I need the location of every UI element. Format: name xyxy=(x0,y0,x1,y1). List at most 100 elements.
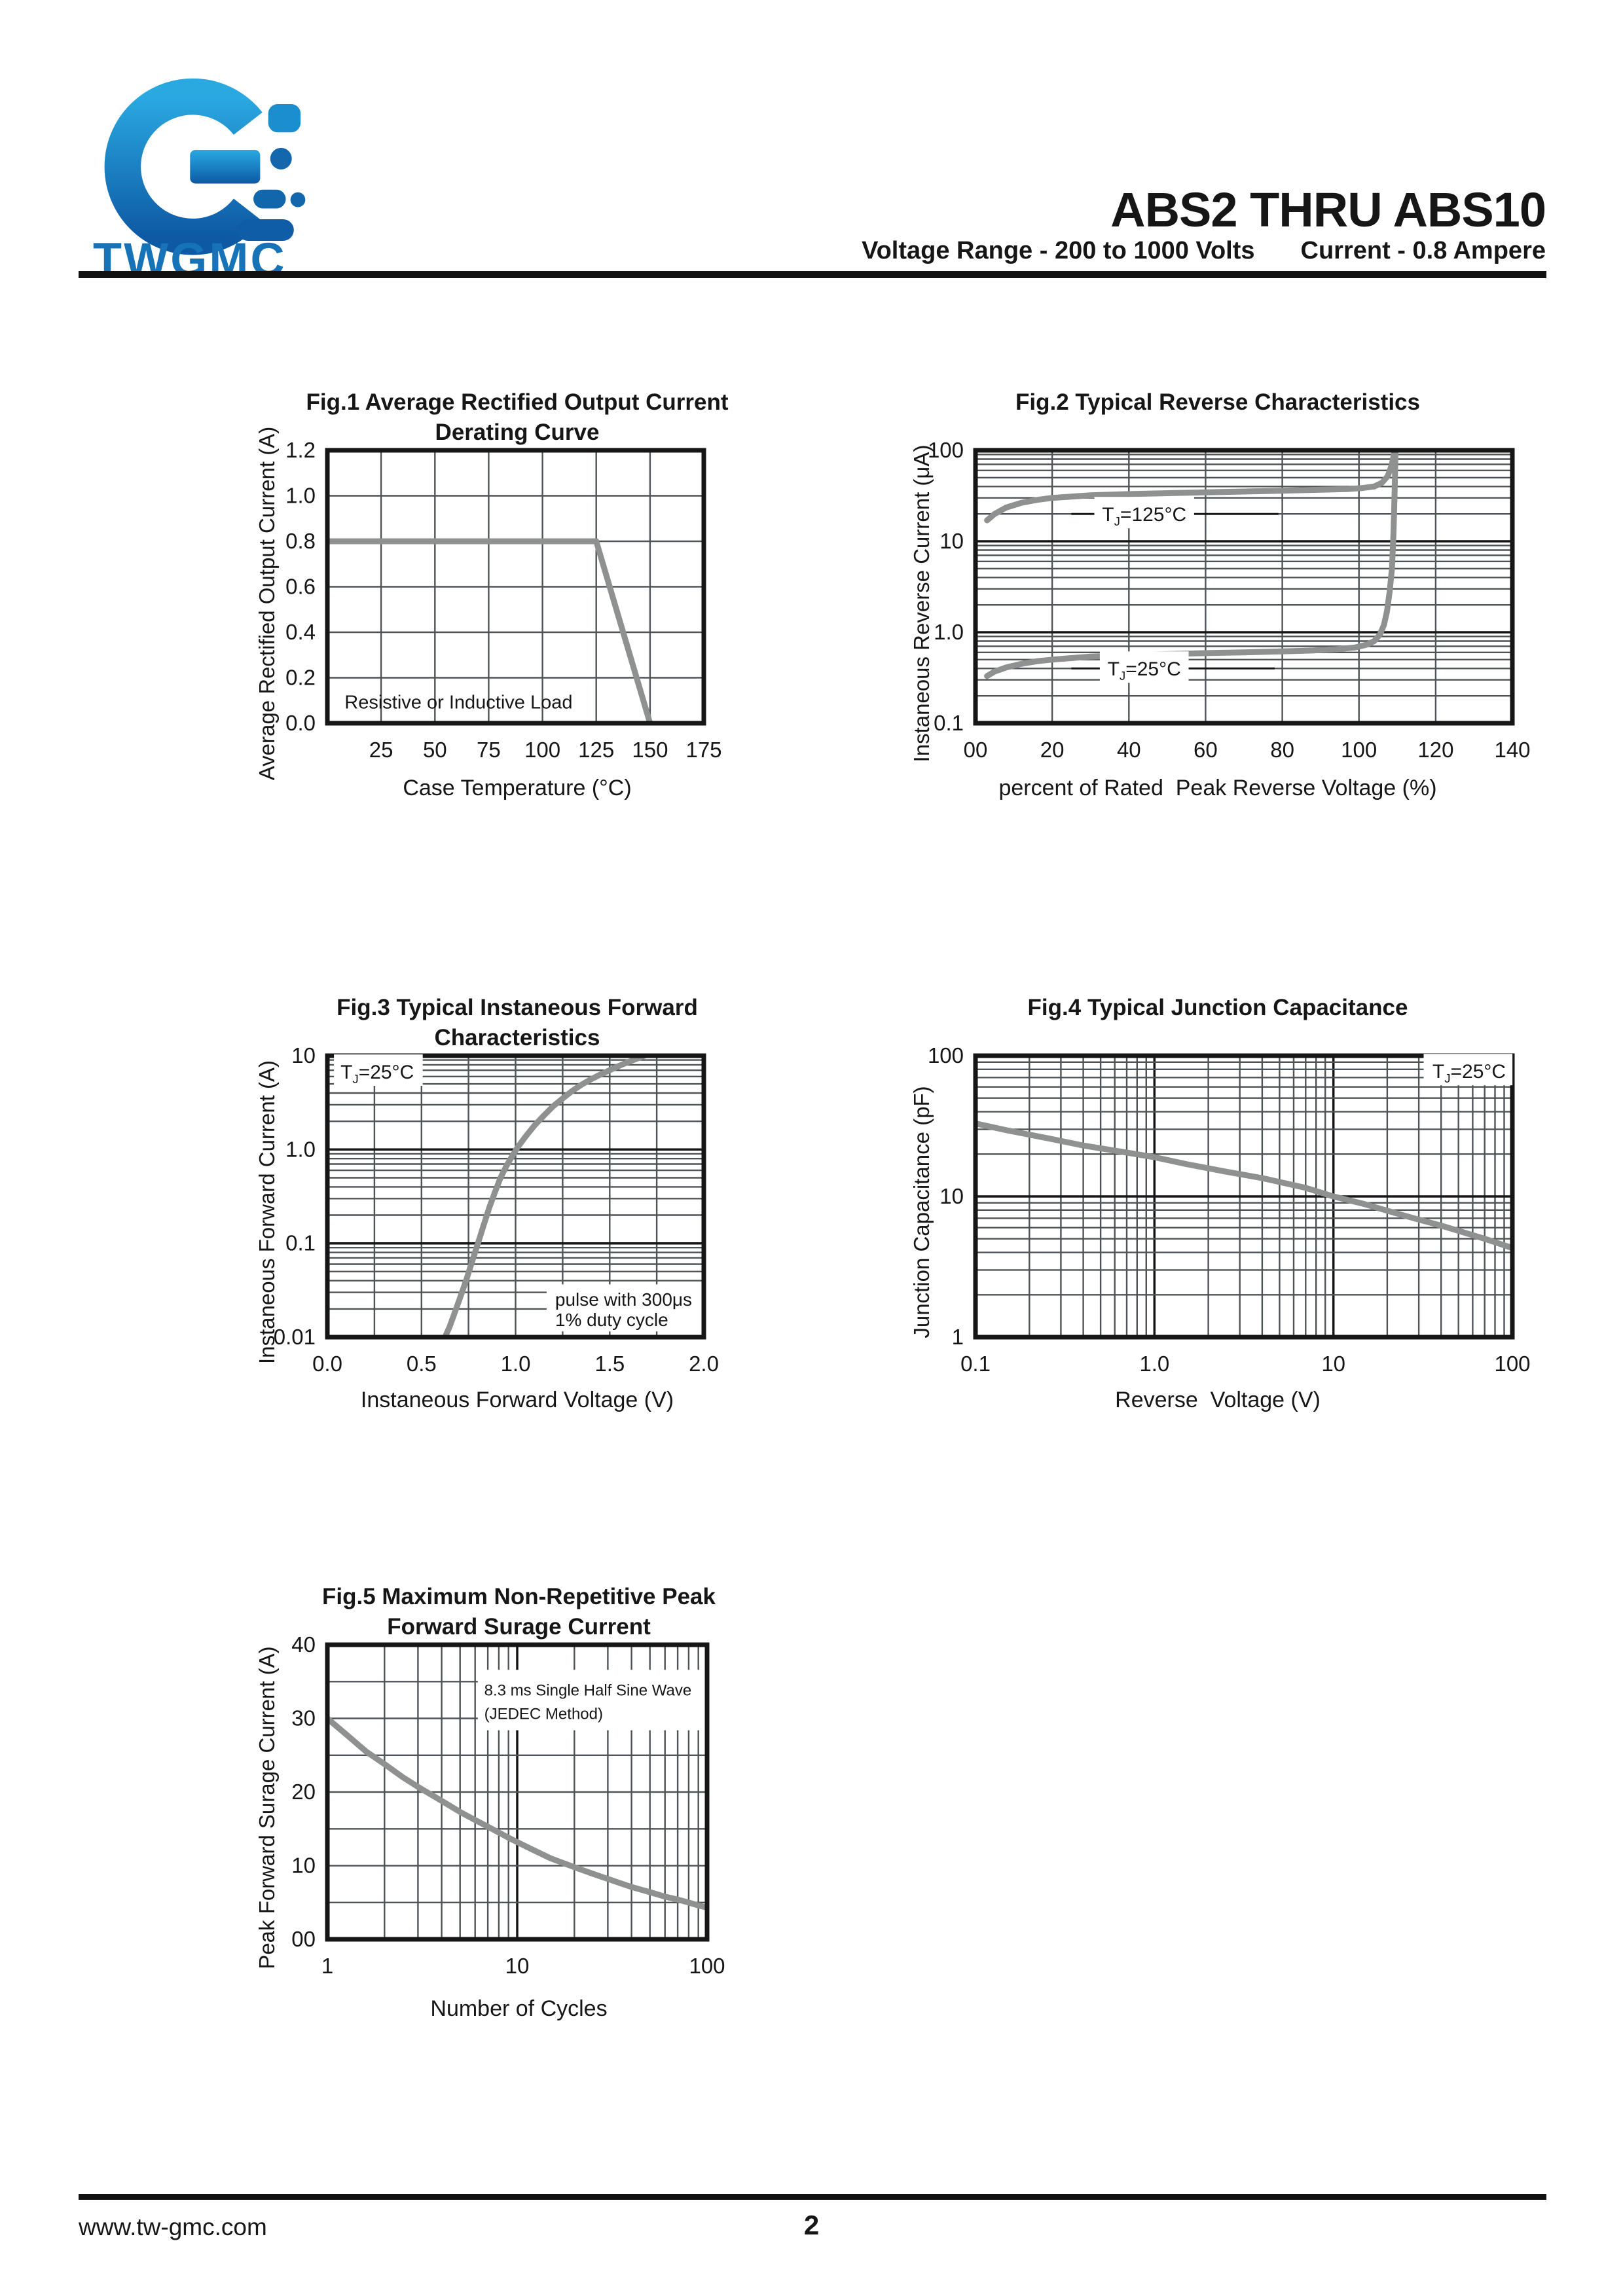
x-tick-label: 75 xyxy=(477,738,501,762)
y-tick-label: 1.0 xyxy=(934,620,964,644)
y-tick-label: 0.6 xyxy=(285,575,316,599)
x-tick-label: 25 xyxy=(369,738,393,762)
annotation-bg xyxy=(1423,1054,1513,1086)
x-tick-label: 125 xyxy=(578,738,614,762)
fig2-title: Fig.2 Typical Reverse Characteristics xyxy=(1015,389,1420,415)
x-tick-label: 2.0 xyxy=(689,1352,719,1376)
curve-tj-25c xyxy=(984,450,1399,679)
annotation-text: 8.3 ms Single Half Sine Wave xyxy=(484,1681,692,1699)
y-tick-label: 30 xyxy=(291,1706,316,1731)
fig3-title: Fig.3 Typical Instaneous Forward Characte… xyxy=(337,995,698,1050)
logo-dash-top xyxy=(268,103,301,133)
x-tick-label: 150 xyxy=(632,738,668,762)
logo-dot-1 xyxy=(270,147,292,170)
figure-1: Fig.1 Average Rectified Output Current De… xyxy=(242,380,792,831)
annotation-text: Resistive or Inductive Load xyxy=(344,692,572,713)
fig1-x-axis-label: Case Temperature (°C) xyxy=(403,776,632,800)
annotation-bg xyxy=(1099,651,1189,683)
y-tick-label: 1.0 xyxy=(285,1137,316,1161)
fig3-x-axis-label: Instaneous Forward Voltage (V) xyxy=(360,1388,674,1412)
curve-surge-current xyxy=(327,1715,707,1911)
fig5-x-axis-label: Number of Cycles xyxy=(430,1996,608,2021)
x-tick-label: 80 xyxy=(1270,738,1294,762)
y-tick-label: 0.2 xyxy=(285,666,316,690)
fig1-grid xyxy=(327,450,704,723)
fig5-border xyxy=(325,1642,710,1942)
annotation-bg xyxy=(1094,497,1194,529)
curve-forward-characteristic xyxy=(441,1056,652,1337)
x-tick-label: 10 xyxy=(1321,1352,1345,1376)
x-tick-label: 1 xyxy=(321,1954,333,1978)
x-tick-label: 100 xyxy=(1494,1352,1530,1376)
x-tick-label: 1.5 xyxy=(594,1352,625,1376)
figure-4: Fig.4 Typical Junction Capacitance Junct… xyxy=(890,985,1545,1443)
curve-junction-capacitance xyxy=(976,1121,1512,1251)
x-tick-label: 10 xyxy=(505,1954,530,1978)
annotation-text: TJ=25°C xyxy=(1108,658,1181,683)
x-tick-label: 120 xyxy=(1417,738,1453,762)
x-tick-label: 1.0 xyxy=(501,1352,531,1376)
x-tick-label: 1.0 xyxy=(1139,1352,1169,1376)
y-tick-label: 1 xyxy=(952,1325,964,1349)
x-tick-label: 100 xyxy=(689,1954,725,1978)
logo-g-arc xyxy=(104,78,263,255)
annotation-box xyxy=(477,1670,707,1731)
y-tick-label: 10 xyxy=(939,1184,964,1208)
annotation-text: pulse with 300μs xyxy=(555,1289,692,1310)
y-tick-label: 0.4 xyxy=(285,620,316,644)
header-rule xyxy=(79,271,1546,278)
y-tick-label: 0.01 xyxy=(274,1325,316,1349)
y-tick-label: 0.8 xyxy=(285,529,316,553)
x-tick-label: 40 xyxy=(1117,738,1141,762)
fig3-border xyxy=(325,1053,706,1340)
x-tick-label: 50 xyxy=(423,738,447,762)
y-tick-label: 0.0 xyxy=(285,711,316,735)
fig2-plot: TJ=125°C TJ=25°C 00 20 40 60 80 100 120 140 0.1 1.0… xyxy=(928,438,1531,762)
x-tick-label: 20 xyxy=(1040,738,1065,762)
x-tick-label: 60 xyxy=(1194,738,1218,762)
doc-subtitle-voltage: Voltage Range - 200 to 1000 Volts xyxy=(862,237,1255,264)
logo-dash-bottom xyxy=(237,219,294,241)
y-tick-label: 100 xyxy=(928,438,964,462)
x-tick-label: 100 xyxy=(524,738,560,762)
fig4-x-axis-label: Reverse Voltage (V) xyxy=(1115,1388,1321,1412)
x-tick-label: 00 xyxy=(964,738,988,762)
fig1-border xyxy=(325,448,706,726)
fig5-plot: 8.3 ms Single Half Sine Wave (JEDEC Metho… xyxy=(291,1632,725,1978)
y-tick-label: 00 xyxy=(291,1927,316,1951)
doc-subtitle-current: Current - 0.8 Ampere xyxy=(1300,237,1546,264)
fig2-border xyxy=(973,448,1515,726)
footer-website: www.tw-gmc.com xyxy=(79,2214,267,2240)
fig4-plot: TJ=25°C 0.1 1.0 10 100 1 10 100 xyxy=(928,1043,1531,1376)
doc-subtitle: Voltage Range - 200 to 1000 Volts Current… xyxy=(862,237,1546,265)
logo-g-crossbar xyxy=(190,149,261,184)
x-tick-label: 0.0 xyxy=(312,1352,342,1376)
annotation-text: (JEDEC Method) xyxy=(484,1705,603,1723)
page-number: 2 xyxy=(803,2210,820,2240)
annotation-box xyxy=(546,1284,703,1332)
figure-3: Fig.3 Typical Instaneous Forward Characte… xyxy=(242,985,792,1443)
figure-2: Fig.2 Typical Reverse Characteristics In… xyxy=(890,380,1545,831)
curve-derating-curve xyxy=(327,538,653,723)
y-tick-label: 10 xyxy=(291,1854,316,1878)
curve-tj-125c xyxy=(984,450,1398,524)
x-tick-label: 140 xyxy=(1494,738,1530,762)
figure-5: Fig.5 Maximum Non-Repetitive Peak Forward… xyxy=(242,1574,795,2045)
fig4-border xyxy=(973,1053,1515,1340)
company-logo: TWGMC xyxy=(92,65,321,286)
y-tick-label: 1.2 xyxy=(285,438,316,462)
footer-rule xyxy=(79,2194,1546,2200)
doc-title: ABS2 THRU ABS10 xyxy=(1110,183,1546,237)
logo-dash-mid xyxy=(253,189,286,209)
x-tick-label: 0.1 xyxy=(960,1352,991,1376)
fig2-grid xyxy=(976,450,1512,723)
fig5-title: Fig.5 Maximum Non-Repetitive Peak Forward… xyxy=(322,1584,716,1640)
annotation-text: TJ=125°C xyxy=(1102,504,1186,528)
fig2-x-axis-label: percent of Rated Peak Reverse Voltage (%… xyxy=(998,776,1437,800)
annotation-text: TJ=25°C xyxy=(1432,1061,1506,1085)
y-tick-label: 0.1 xyxy=(934,711,964,735)
logo-g-icon: TWGMC xyxy=(93,78,306,286)
x-tick-label: 175 xyxy=(685,738,721,762)
annotation-text: TJ=25°C xyxy=(340,1062,414,1086)
